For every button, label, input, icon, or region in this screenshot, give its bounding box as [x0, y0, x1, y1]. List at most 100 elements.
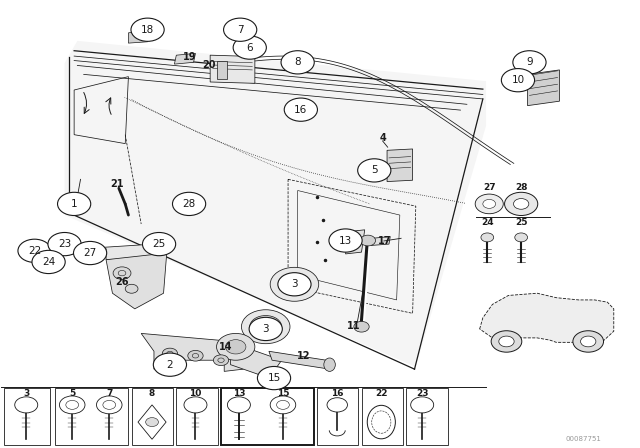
Circle shape — [513, 51, 546, 74]
Circle shape — [227, 397, 250, 413]
Circle shape — [125, 284, 138, 293]
Polygon shape — [210, 55, 255, 83]
Text: 22: 22 — [28, 246, 41, 256]
Text: 12: 12 — [297, 351, 310, 361]
Text: 3: 3 — [262, 324, 269, 334]
Circle shape — [131, 18, 164, 41]
Circle shape — [74, 241, 107, 265]
Polygon shape — [387, 149, 413, 181]
Text: 23: 23 — [58, 239, 71, 249]
Polygon shape — [141, 333, 243, 371]
Circle shape — [358, 159, 391, 182]
Text: 25: 25 — [515, 218, 527, 227]
Bar — [4, 388, 50, 445]
Text: 14: 14 — [219, 342, 232, 352]
Circle shape — [146, 418, 159, 426]
Circle shape — [241, 310, 290, 344]
Circle shape — [360, 235, 376, 246]
Circle shape — [270, 396, 296, 414]
Text: 28: 28 — [182, 199, 196, 209]
Polygon shape — [269, 351, 330, 369]
Circle shape — [499, 336, 514, 347]
Polygon shape — [174, 53, 195, 64]
Circle shape — [258, 321, 273, 332]
Circle shape — [216, 333, 255, 360]
Text: 11: 11 — [347, 321, 360, 331]
Circle shape — [113, 267, 131, 280]
Circle shape — [163, 348, 177, 359]
Text: 2: 2 — [166, 360, 173, 370]
Polygon shape — [230, 342, 282, 378]
Text: 17: 17 — [378, 236, 392, 246]
Text: 10: 10 — [189, 389, 202, 398]
Circle shape — [213, 355, 228, 366]
Text: 24: 24 — [481, 218, 493, 227]
Text: 16: 16 — [294, 105, 307, 115]
Polygon shape — [129, 30, 151, 43]
Text: 18: 18 — [141, 25, 154, 35]
Circle shape — [507, 194, 535, 214]
Text: 16: 16 — [331, 389, 344, 398]
Text: 7: 7 — [237, 25, 243, 35]
Circle shape — [278, 273, 311, 296]
Text: 22: 22 — [375, 389, 388, 398]
Bar — [176, 388, 218, 445]
Circle shape — [513, 198, 529, 209]
Ellipse shape — [324, 358, 335, 371]
Circle shape — [225, 340, 246, 354]
Text: 5: 5 — [69, 389, 76, 398]
Text: 00087751: 00087751 — [566, 436, 602, 442]
Circle shape — [188, 350, 203, 361]
Polygon shape — [84, 244, 154, 271]
Text: 15: 15 — [268, 373, 281, 383]
Polygon shape — [527, 70, 559, 106]
Text: 25: 25 — [152, 239, 166, 249]
Circle shape — [32, 250, 65, 274]
Polygon shape — [371, 237, 390, 246]
Polygon shape — [106, 253, 167, 309]
Text: 27: 27 — [483, 183, 495, 192]
Circle shape — [515, 199, 527, 208]
Circle shape — [515, 233, 527, 242]
Text: 9: 9 — [526, 57, 532, 67]
Polygon shape — [216, 61, 227, 79]
Circle shape — [173, 192, 205, 215]
Polygon shape — [479, 293, 614, 342]
Text: 19: 19 — [183, 52, 196, 61]
Text: 8: 8 — [294, 57, 301, 67]
Text: 26: 26 — [115, 277, 129, 287]
Text: 13: 13 — [233, 389, 245, 398]
Text: 1: 1 — [71, 199, 77, 209]
Text: 3: 3 — [23, 389, 29, 398]
Circle shape — [327, 398, 348, 412]
Circle shape — [58, 192, 91, 215]
Bar — [362, 388, 403, 445]
Text: 21: 21 — [110, 179, 124, 189]
Bar — [221, 388, 314, 445]
Circle shape — [154, 353, 186, 376]
Circle shape — [60, 396, 85, 414]
Circle shape — [411, 397, 434, 413]
Circle shape — [501, 69, 534, 92]
Bar — [132, 388, 173, 445]
Circle shape — [504, 192, 538, 215]
Circle shape — [354, 321, 369, 332]
Text: 13: 13 — [339, 236, 352, 246]
Polygon shape — [65, 41, 486, 367]
Circle shape — [184, 397, 207, 413]
Circle shape — [250, 315, 282, 338]
Bar — [406, 388, 448, 445]
Circle shape — [97, 396, 122, 414]
Text: 7: 7 — [106, 389, 113, 398]
Circle shape — [329, 229, 362, 252]
Circle shape — [284, 98, 317, 121]
Text: 23: 23 — [416, 389, 428, 398]
Circle shape — [580, 336, 596, 347]
Text: 27: 27 — [83, 248, 97, 258]
Text: 5: 5 — [371, 165, 378, 176]
Text: 15: 15 — [276, 389, 289, 398]
Circle shape — [18, 239, 51, 263]
Circle shape — [233, 36, 266, 59]
Circle shape — [281, 51, 314, 74]
Circle shape — [257, 366, 291, 390]
